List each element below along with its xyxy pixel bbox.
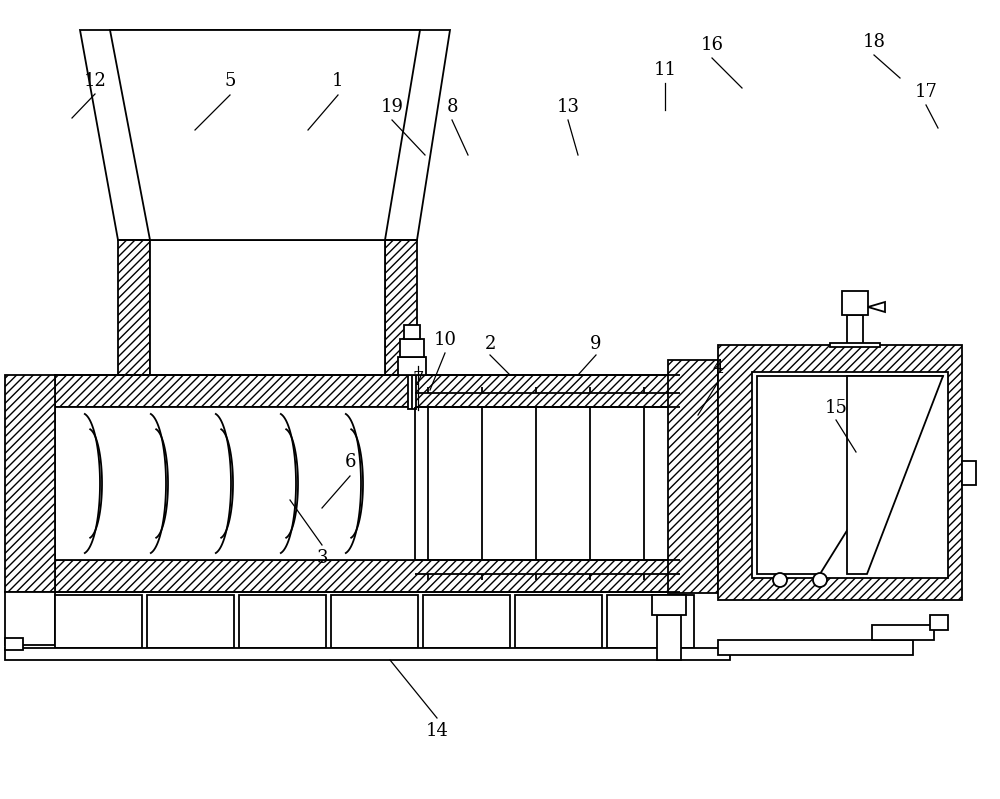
Text: 19: 19 <box>380 98 404 116</box>
Bar <box>239 595 326 648</box>
Bar <box>515 595 602 648</box>
Bar <box>752 372 948 578</box>
Bar <box>607 595 694 648</box>
Bar <box>118 240 150 375</box>
Bar <box>652 595 686 615</box>
Bar <box>5 592 55 645</box>
Bar <box>718 640 913 655</box>
Bar <box>331 595 418 648</box>
Text: 1: 1 <box>332 72 344 90</box>
Text: 9: 9 <box>590 335 602 353</box>
Text: 11: 11 <box>654 61 676 79</box>
Text: 15: 15 <box>825 399 847 417</box>
Polygon shape <box>757 376 943 574</box>
Bar <box>408 373 416 409</box>
Bar <box>150 240 385 375</box>
Bar <box>5 375 55 592</box>
Text: 13: 13 <box>556 98 580 116</box>
Polygon shape <box>80 30 450 240</box>
Text: 6: 6 <box>344 453 356 471</box>
Text: 14: 14 <box>426 722 448 740</box>
Circle shape <box>813 573 827 587</box>
Text: 5: 5 <box>224 72 236 90</box>
Bar <box>5 648 730 660</box>
Bar <box>668 360 718 593</box>
Text: 4: 4 <box>712 359 724 377</box>
Bar <box>930 615 948 630</box>
Bar <box>872 625 934 640</box>
Bar <box>657 615 681 660</box>
Bar <box>842 291 868 315</box>
Circle shape <box>773 573 787 587</box>
Bar <box>718 345 962 600</box>
Bar <box>147 595 234 648</box>
Bar <box>423 595 510 648</box>
Bar <box>962 460 976 484</box>
Text: 2: 2 <box>484 335 496 353</box>
Bar <box>400 339 424 357</box>
Bar <box>55 560 680 592</box>
Bar <box>55 595 142 648</box>
Polygon shape <box>847 376 943 574</box>
Text: 10: 10 <box>434 331 456 349</box>
Polygon shape <box>110 30 420 240</box>
Text: 8: 8 <box>446 98 458 116</box>
Text: 17: 17 <box>915 83 937 101</box>
Bar <box>830 343 880 347</box>
Bar <box>847 315 863 345</box>
Bar <box>5 638 23 650</box>
Text: 16: 16 <box>700 36 724 54</box>
Text: 3: 3 <box>316 549 328 567</box>
Text: 18: 18 <box>862 33 886 51</box>
Text: 12: 12 <box>84 72 106 90</box>
Bar <box>404 325 420 339</box>
Text: 7: 7 <box>412 371 424 389</box>
Bar <box>55 375 680 407</box>
Polygon shape <box>868 302 885 312</box>
Bar <box>398 357 426 375</box>
Bar <box>385 240 417 375</box>
Bar <box>55 407 680 560</box>
